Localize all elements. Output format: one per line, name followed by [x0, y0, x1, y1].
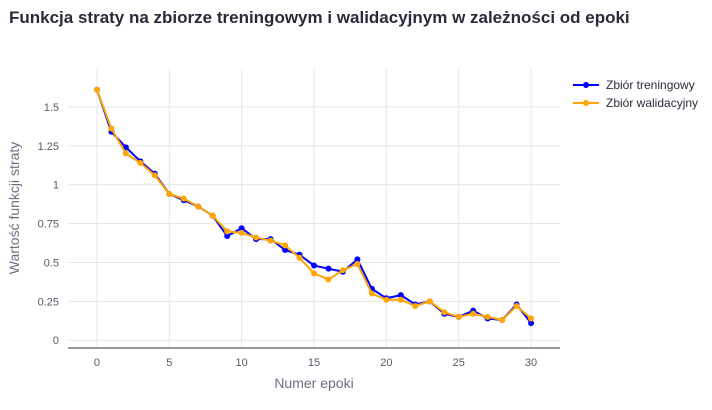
- x-axis-label: Numer epoki: [274, 375, 353, 391]
- data-point: [528, 320, 535, 327]
- data-point: [122, 144, 129, 151]
- x-tick-label: 25: [453, 357, 465, 369]
- data-point: [195, 203, 202, 210]
- data-point: [426, 298, 433, 305]
- x-tick-label: 30: [525, 357, 537, 369]
- data-point: [441, 309, 448, 316]
- chart-title: Funkcja straty na zbiorze treningowym i …: [9, 8, 630, 27]
- data-point: [412, 303, 419, 309]
- legend: Zbiór treningowy Zbiór walidacyjny: [573, 78, 698, 110]
- y-tick-label: 1: [53, 180, 59, 192]
- legend-label: Zbiór treningowy: [606, 78, 695, 92]
- data-point: [354, 261, 361, 267]
- data-point: [383, 296, 390, 303]
- data-point: [397, 296, 404, 303]
- data-point: [296, 254, 303, 261]
- data-point: [253, 234, 260, 241]
- data-point: [151, 172, 158, 179]
- data-point: [513, 303, 520, 309]
- data-point: [470, 310, 477, 317]
- data-point: [209, 212, 216, 219]
- legend-marker: [583, 82, 589, 88]
- data-point: [282, 247, 289, 253]
- data-point: [238, 225, 245, 232]
- data-point: [325, 276, 332, 283]
- data-series: [93, 86, 535, 327]
- y-tick-label: 0.75: [38, 219, 59, 231]
- data-point: [137, 159, 144, 166]
- data-point: [122, 150, 129, 157]
- x-tick-label: 15: [308, 357, 320, 369]
- x-tick-label: 10: [236, 357, 248, 369]
- legend-item: Zbiór treningowy: [573, 78, 695, 92]
- data-point: [354, 256, 361, 263]
- y-tick-label: 1.25: [38, 141, 59, 153]
- data-point: [282, 242, 289, 249]
- data-point: [339, 267, 346, 274]
- series-2: [93, 86, 535, 323]
- data-point: [224, 228, 231, 235]
- y-tick-label: 0: [53, 335, 59, 347]
- x-tick-label: 0: [94, 357, 100, 369]
- grid-lines: [68, 68, 560, 348]
- data-point: [108, 125, 115, 132]
- data-point: [311, 262, 317, 269]
- data-point: [267, 237, 274, 244]
- y-tick-label: 0.25: [38, 296, 59, 308]
- data-point: [499, 317, 506, 323]
- data-point: [224, 233, 231, 239]
- data-point: [484, 313, 491, 320]
- x-tick-label: 20: [380, 357, 392, 369]
- data-point: [397, 292, 404, 299]
- data-point: [528, 315, 535, 322]
- y-tick-label: 0.5: [44, 257, 59, 269]
- data-point: [311, 270, 317, 277]
- legend-label: Zbiór walidacyjny: [606, 96, 698, 110]
- data-point: [455, 313, 462, 320]
- data-point: [166, 191, 173, 197]
- data-point: [180, 195, 187, 202]
- data-point: [93, 86, 100, 93]
- data-point: [368, 290, 375, 297]
- axes: 0 0.25 0.5 0.75 1 1.25 1.5 0 5 10 15 20 25 30 Numer ep…: [6, 102, 560, 391]
- data-point: [238, 229, 245, 236]
- y-axis-label: Wartość funkcji straty: [6, 142, 22, 275]
- legend-marker: [583, 100, 589, 106]
- x-tick-label: 5: [166, 357, 172, 369]
- data-point: [325, 265, 332, 272]
- y-tick-label: 1.5: [44, 102, 59, 114]
- legend-item: Zbiór walidacyjny: [573, 96, 698, 110]
